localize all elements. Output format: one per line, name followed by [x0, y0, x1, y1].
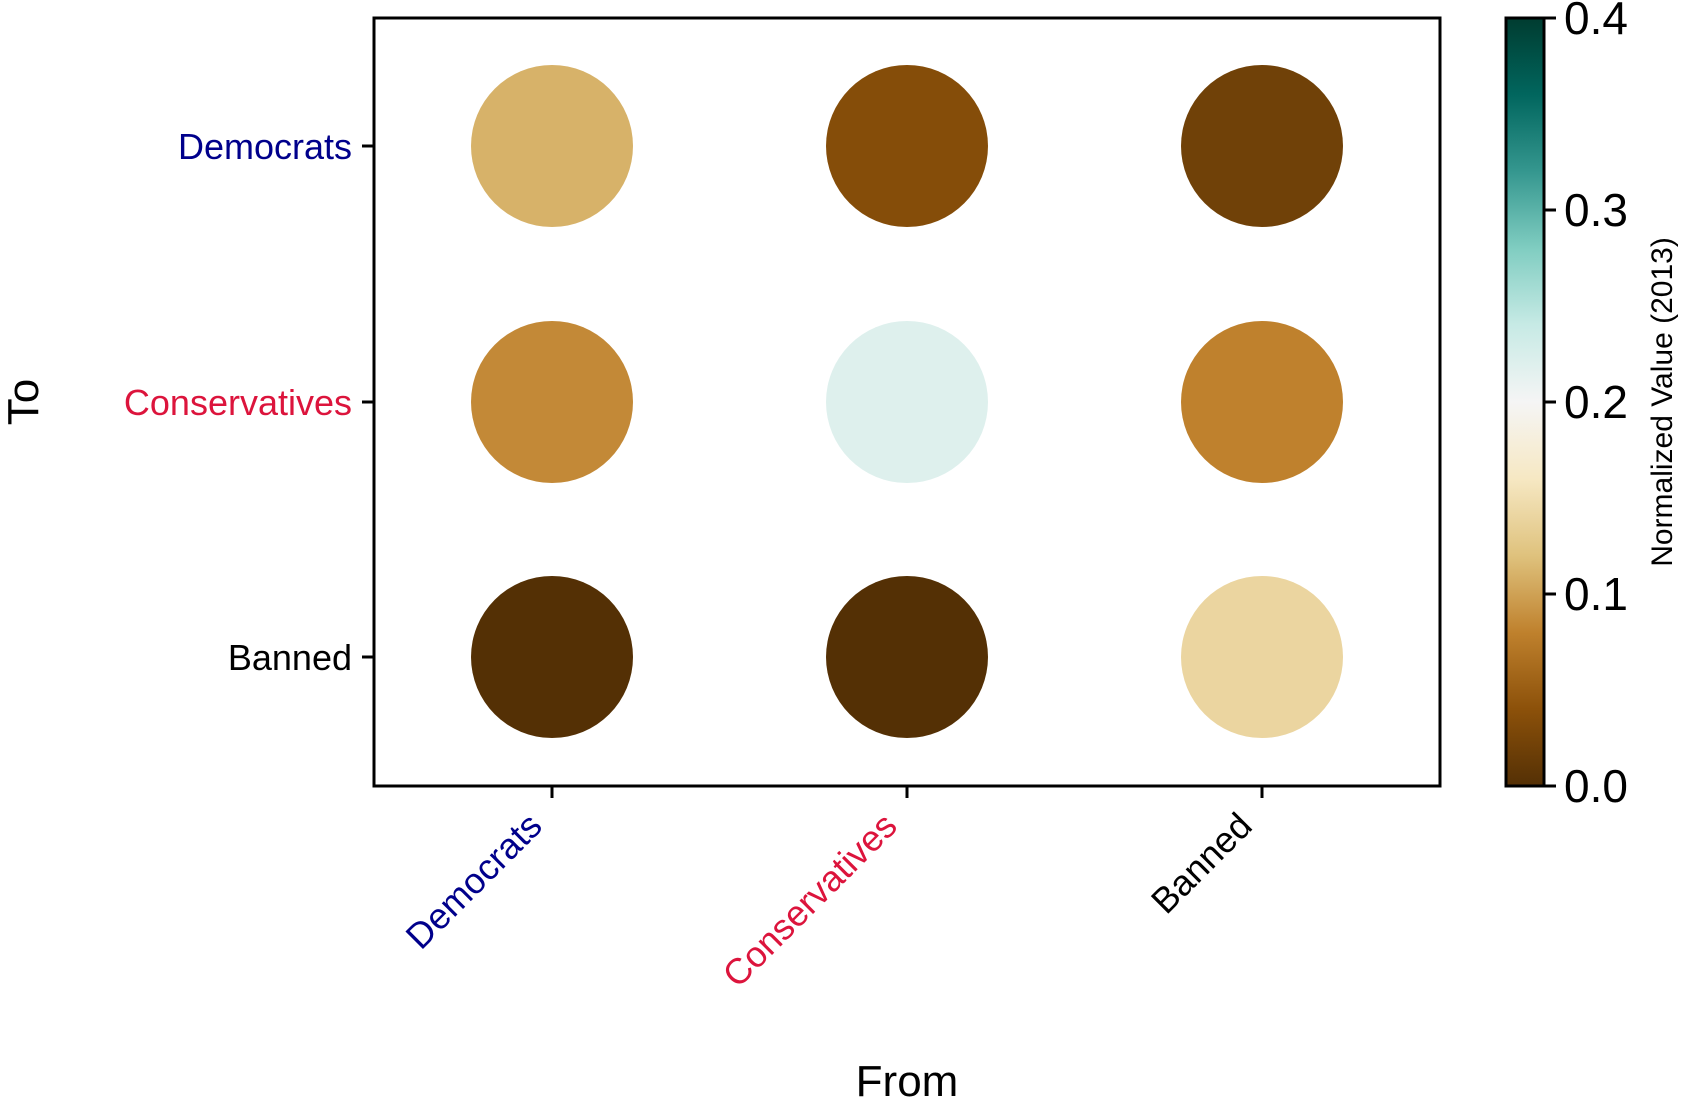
- x-tick-label-democrats: Democrats: [398, 805, 550, 957]
- y-tick-label-banned: Banned: [228, 637, 352, 678]
- colorbar-tick-label: 0.3: [1564, 184, 1628, 236]
- y-tick-label-conservatives: Conservatives: [124, 382, 352, 423]
- colorbar-gradient: [1504, 16, 1546, 788]
- cell-democrats-from-banned: [1181, 65, 1343, 227]
- colorbar-tick-label: 0.0: [1564, 760, 1628, 812]
- y-tick-label-democrats: Democrats: [178, 126, 352, 167]
- x-axis-title: From: [856, 1057, 959, 1101]
- cell-democrats-from-conservatives: [826, 65, 988, 227]
- cell-democrats-from-democrats: [471, 65, 633, 227]
- colorbar: 0.0 0.1 0.2 0.3 0.4 Normalized Value (2013): [1504, 0, 1679, 812]
- cell-conservatives-from-conservatives: [826, 321, 988, 483]
- x-tick-label-conservatives: Conservatives: [714, 805, 904, 995]
- colorbar-title: Normalized Value (2013): [1646, 237, 1679, 567]
- x-tick-label-banned: Banned: [1143, 805, 1260, 922]
- cell-conservatives-from-banned: [1181, 321, 1343, 483]
- cell-banned-from-conservatives: [826, 576, 988, 738]
- colorbar-tick-label: 0.1: [1564, 568, 1628, 620]
- colorbar-tick-label: 0.4: [1564, 0, 1628, 44]
- cell-banned-from-banned: [1181, 576, 1343, 738]
- y-axis-title: To: [0, 379, 48, 425]
- cell-banned-from-democrats: [471, 576, 633, 738]
- colorbar-tick-label: 0.2: [1564, 376, 1628, 428]
- cell-conservatives-from-democrats: [471, 321, 633, 483]
